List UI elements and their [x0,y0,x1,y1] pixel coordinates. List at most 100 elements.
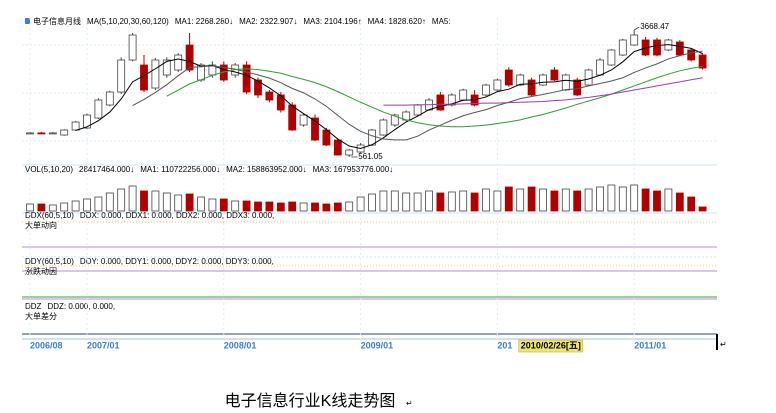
header-label: MA3: 167953776.000↓ [313,165,394,174]
header-label: DDY(60,5,10) [25,257,74,266]
candle-body [379,119,388,136]
candle-body [447,94,456,106]
volume-bar [527,186,536,212]
candle-body [550,69,559,81]
volume-bar [482,188,490,212]
volume-bar [231,200,240,212]
candle-body [265,91,274,101]
header-label: DDZ [25,302,42,311]
cursor-label-box [518,339,584,353]
volume-bar [459,190,468,212]
volume-bar [37,203,46,212]
candle-body [162,59,171,76]
header-label: VOL(5,10,20) [25,165,73,174]
candle-body [573,79,582,96]
x-tick-label: 2006/08 [30,340,63,350]
volume-bar [48,204,57,212]
volume-bar [276,202,285,212]
volume-bar [470,192,479,212]
volume-bar [208,198,217,212]
candle-body [185,44,194,71]
volume-bar [698,206,707,212]
candle-body [26,132,34,135]
volume-bar [550,190,559,212]
x-tick-label: 2011/01 [634,340,666,350]
header-label: DDY: 0.000, DDY1: 0.000, DDY2: 0.000, DD… [80,257,274,266]
volume-bar [584,188,593,212]
header-label: MA(5,10,20,30,60,120) [87,17,169,26]
volume-bar [254,201,262,212]
volume-bar [368,193,376,212]
candle-body [48,132,57,135]
volume-bar [402,192,411,212]
volume-bar [390,190,399,212]
volume-bar [573,190,582,212]
header-label: MA4: 1828.620↑ [368,17,426,26]
volume-bar [83,198,91,212]
volume-bar [425,190,433,212]
ma-line [75,44,703,149]
candle-body [516,74,525,86]
x-tick-label: 201 [497,340,512,350]
volume-bar [436,192,445,212]
volume-bar [71,200,80,212]
panel-caption: 大单差分 [25,311,57,321]
volume-bar [618,186,627,212]
panel-caption: 涨跌动因 [25,266,57,276]
candle-body [276,94,285,111]
volume-bar [447,191,456,212]
header-label: MA1: 2268.280↓ [175,17,233,26]
volume-bar [151,190,160,212]
candle-body [37,132,46,135]
candle-body [311,117,319,141]
candle-body [596,59,604,76]
candle-body [698,54,707,69]
candle-body [83,114,91,129]
volume-bar [105,192,114,212]
volume-bar [322,203,331,212]
header-label: MA2: 2322.907↓ [239,17,297,26]
candle-body [151,59,160,89]
volume-bar [516,188,525,212]
header-label: 28417464.000↓ [79,165,134,174]
volume-bar [94,196,103,212]
volume-bar [162,192,171,212]
candle-body [128,34,137,61]
candle-body [653,39,661,56]
ma-line [383,77,703,106]
header-icon [25,18,30,24]
annotation-leader [634,26,640,31]
volume-bar [174,194,183,212]
volume-bar [26,203,34,212]
volume-bar [219,198,228,212]
volume-bar [413,192,422,212]
volume-bar [345,201,354,212]
candle-body [687,49,696,61]
candle-body [675,41,684,56]
candle-body [504,69,513,86]
volume-bar [653,190,661,212]
candle-body [630,34,639,46]
volume-bar [356,196,365,212]
volume-bar [561,188,570,212]
volume-bar [539,188,547,212]
volume-bar [504,186,513,212]
candle-body [482,84,490,96]
candle-body [436,94,445,111]
candle-body [459,89,468,101]
volume-bar [117,188,126,212]
volume-bar [128,185,137,212]
candle-body [71,121,80,131]
volume-bar [630,184,639,212]
x-tick-label: 2008/01 [224,340,257,350]
header-label: DDX: 0.000, DDX1: 0.000, DDX2: 0.000, DD… [80,211,274,220]
volume-bar [185,193,194,212]
volume-bar [675,192,684,212]
volume-bar [299,202,308,212]
header-label: 电子信息月线 [33,16,81,26]
candle-body [345,149,354,156]
header-label: MA5: [432,17,451,26]
volume-bar [493,190,502,212]
volume-bar [60,202,69,212]
cursor-label: 2010/02/26[五] [521,340,581,350]
